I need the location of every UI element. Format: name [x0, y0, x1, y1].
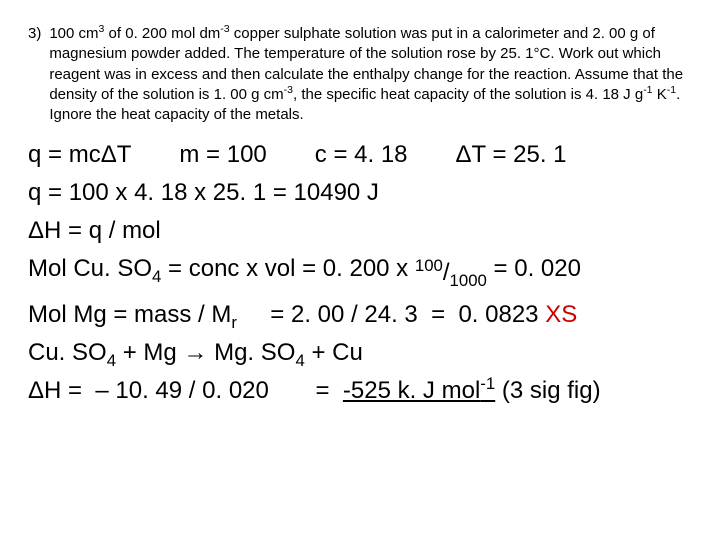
equation-dh-formula: ΔH = q / mol [28, 217, 692, 245]
excess-label: XS [545, 301, 577, 328]
reaction-sub2: 4 [295, 351, 304, 370]
fraction-den: 1000 [450, 271, 487, 290]
reaction-post: + Cu [305, 339, 363, 366]
question-block: 3) 100 cm3 of 0. 200 mol dm-3 copper sul… [28, 24, 692, 125]
reaction-mid: + Mg → Mg. SO [116, 339, 295, 366]
qtext-p2: of 0. 200 mol dm [104, 25, 220, 42]
final-ans-sup: -1 [480, 374, 495, 393]
final-pre: ΔH = – 10. 49 / 0. 020 = [28, 377, 343, 404]
final-post: (3 sig fig) [495, 377, 600, 404]
qtext-p4: , the specific heat capacity of the solu… [293, 86, 643, 103]
final-answer-underline: -525 k. J mol-1 [343, 377, 495, 404]
fraction-num: 100 [415, 256, 443, 275]
eq-dt-value: ΔT = 25. 1 [456, 141, 567, 169]
mol-mg-pre: Mol Mg = mass / M [28, 301, 231, 328]
equation-row-1: q = mcΔT m = 100 c = 4. 18 ΔT = 25. 1 [28, 141, 692, 169]
qtext-sup2: -3 [220, 23, 229, 35]
qtext-p5: K [653, 86, 667, 103]
mol-mg-mid: = 2. 00 / 24. 3 = 0. 0823 [237, 301, 545, 328]
reaction-pre: Cu. SO [28, 339, 107, 366]
question-text: 100 cm3 of 0. 200 mol dm-3 copper sulpha… [49, 24, 692, 125]
qtext-sup4: -1 [643, 84, 652, 96]
fraction-slash: / [443, 259, 450, 286]
mol-cuso4-sub: 4 [152, 267, 161, 286]
qtext-sup3: -3 [284, 84, 293, 96]
eq-m-value: m = 100 [179, 141, 266, 169]
equation-final-answer: ΔH = – 10. 49 / 0. 020 = -525 k. J mol-1… [28, 377, 692, 405]
final-ans-pre: -525 k. J mol [343, 377, 480, 404]
mol-cuso4-post: = 0. 020 [487, 255, 581, 282]
equation-reaction: Cu. SO4 + Mg → Mg. SO4 + Cu [28, 339, 692, 367]
equation-q-calc: q = 100 x 4. 18 x 25. 1 = 10490 J [28, 179, 692, 207]
eq-formula: q = mcΔT [28, 141, 131, 169]
equation-mol-cuso4: Mol Cu. SO4 = conc x vol = 0. 200 x 100/… [28, 255, 692, 291]
eq-c-value: c = 4. 18 [315, 141, 408, 169]
qtext-sup5: -1 [667, 84, 676, 96]
fraction: 100/1000 [415, 256, 487, 291]
equation-mol-mg: Mol Mg = mass / Mr = 2. 00 / 24. 3 = 0. … [28, 301, 692, 329]
mol-cuso4-pre: Mol Cu. SO [28, 255, 152, 282]
question-number: 3) [28, 24, 41, 44]
qtext-p1: 100 cm [49, 25, 98, 42]
mol-cuso4-mid: = conc x vol = 0. 200 x [161, 255, 414, 282]
reaction-sub1: 4 [107, 351, 116, 370]
